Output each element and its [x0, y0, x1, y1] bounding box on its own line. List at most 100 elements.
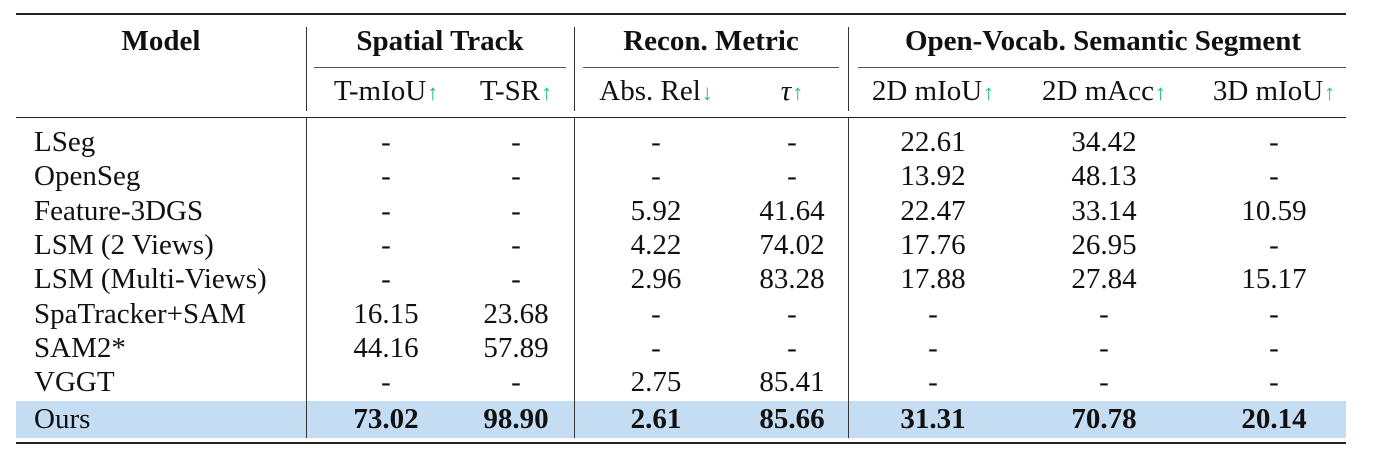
table-cell: - [381, 263, 391, 296]
table-cell: 17.88 [900, 263, 966, 296]
arrow-up-icon: ↑ [1154, 80, 1166, 105]
group-underline [583, 67, 839, 68]
table-cell: - [511, 194, 521, 227]
table-cell: - [787, 331, 797, 364]
col-divider [306, 27, 307, 111]
table-cell: - [381, 228, 391, 261]
row-model-name: OpenSeg [34, 160, 141, 193]
table-cell: - [381, 160, 391, 193]
table-cell: 31.31 [900, 403, 966, 435]
table-cell: 85.41 [759, 366, 825, 399]
table-cell: 15.17 [1241, 263, 1307, 296]
table-cell: 22.47 [900, 194, 966, 227]
table-cell: - [1269, 228, 1279, 261]
subheader-label: 2D mIoU [871, 75, 983, 107]
table-cell: 33.14 [1071, 194, 1137, 227]
subheader-1: T-SR↑ [480, 74, 552, 110]
row-model-name: SAM2* [34, 331, 126, 364]
table-cell: - [651, 160, 661, 193]
table-cell: 57.89 [483, 331, 549, 364]
table-cell: 27.84 [1071, 263, 1137, 296]
table-cell: 16.15 [353, 297, 419, 330]
row-model-name: Ours [34, 403, 91, 435]
header-model: Model [121, 25, 201, 57]
row-model-name: LSM (Multi-Views) [34, 263, 267, 296]
arrow-down-icon: ↓ [701, 80, 713, 105]
col-divider [306, 118, 307, 438]
table-cell: 26.95 [1071, 228, 1137, 261]
subheader-label: T-SR [479, 75, 541, 107]
subheader-label: τ [780, 75, 792, 107]
table-cell: 98.90 [483, 403, 549, 435]
arrow-up-icon: ↑ [792, 80, 804, 105]
col-divider [848, 27, 849, 111]
arrow-up-icon: ↑ [1324, 80, 1336, 105]
table-cell: - [651, 297, 661, 330]
subheader-label: 2D mAcc [1042, 75, 1154, 107]
table-cell: - [381, 126, 391, 158]
arrow-up-icon: ↑ [983, 80, 995, 105]
header-rule [16, 117, 1346, 118]
row-model-name: VGGT [34, 366, 115, 399]
arrow-up-icon: ↑ [541, 80, 553, 105]
table-cell: 2.96 [630, 263, 682, 296]
table-cell: - [511, 228, 521, 261]
table-cell: 13.92 [900, 160, 966, 193]
table-cell: 23.68 [483, 297, 549, 330]
table-cell: - [511, 366, 521, 399]
table-cell: 73.02 [353, 403, 419, 435]
table-cell: 20.14 [1241, 403, 1307, 435]
table-cell: - [928, 366, 938, 399]
table-cell: - [651, 331, 661, 364]
group-underline [858, 67, 1346, 68]
table-cell: 4.22 [630, 228, 682, 261]
table-cell: - [511, 160, 521, 193]
subheader-label: T-mIoU [333, 75, 427, 107]
table-cell: - [511, 263, 521, 296]
table-cell: - [1269, 126, 1279, 158]
col-divider [574, 118, 575, 438]
subheader-6: 3D mIoU↑ [1213, 74, 1335, 110]
table-cell: - [381, 366, 391, 399]
table-cell: 34.42 [1071, 126, 1137, 158]
table-cell: - [928, 331, 938, 364]
subheader-5: 2D mAcc↑ [1042, 74, 1166, 110]
col-divider [574, 27, 575, 111]
table-cell: - [1269, 366, 1279, 399]
col-divider [848, 118, 849, 438]
row-model-name: Feature-3DGS [34, 194, 204, 227]
subheader-3: τ↑ [781, 74, 803, 110]
group-underline [314, 67, 566, 68]
table-cell: - [928, 297, 938, 330]
header-group-recon-metric: Recon. Metric [623, 25, 799, 57]
table-cell: 17.76 [900, 228, 966, 261]
top-rule [16, 13, 1346, 15]
table-cell: - [1099, 366, 1109, 399]
arrow-up-icon: ↑ [427, 80, 439, 105]
table-cell: - [787, 297, 797, 330]
results-table: Model Spatial Track Recon. Metric Open-V… [16, 0, 1346, 460]
table-cell: 74.02 [759, 228, 825, 261]
table-cell: - [1099, 331, 1109, 364]
table-cell: - [787, 126, 797, 158]
subheader-0: T-mIoU↑ [334, 74, 438, 110]
table-cell: - [1269, 160, 1279, 193]
subheader-label: 3D mIoU [1212, 75, 1324, 107]
table-cell: 85.66 [759, 403, 825, 435]
bottom-rule [16, 442, 1346, 444]
header-group-semantic-segment: Open-Vocab. Semantic Segment [904, 25, 1302, 57]
table-cell: - [381, 194, 391, 227]
table-cell: 22.61 [900, 126, 966, 158]
table-cell: 41.64 [759, 194, 825, 227]
header-group-spatial-track: Spatial Track [356, 25, 524, 57]
table-cell: - [787, 160, 797, 193]
table-cell: 2.75 [630, 366, 682, 399]
table-cell: - [1269, 297, 1279, 330]
subheader-2: Abs. Rel↓ [599, 74, 713, 110]
table-cell: 44.16 [353, 331, 419, 364]
table-cell: - [511, 126, 521, 158]
subheader-label: Abs. Rel [599, 75, 701, 107]
table-cell: - [1269, 331, 1279, 364]
table-cell: 83.28 [759, 263, 825, 296]
table-cell: - [1099, 297, 1109, 330]
